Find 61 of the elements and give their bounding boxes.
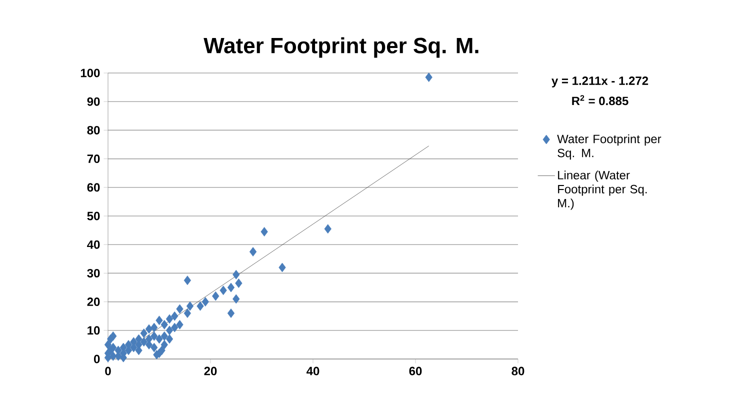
point <box>249 247 257 256</box>
point <box>166 314 174 324</box>
point <box>158 346 166 356</box>
point <box>124 346 132 356</box>
point <box>184 308 192 318</box>
point <box>156 334 163 344</box>
point <box>166 326 174 336</box>
point <box>184 276 192 286</box>
point <box>140 337 148 347</box>
point <box>176 304 184 314</box>
point <box>150 342 158 352</box>
point <box>166 334 174 344</box>
point <box>176 320 184 330</box>
point <box>260 227 268 236</box>
point <box>212 291 220 301</box>
point <box>160 340 168 350</box>
text: R$^{2}$ = 0.885 <box>572 95 628 106</box>
point <box>106 346 114 356</box>
y-tick-label: 100 <box>80 68 100 78</box>
point <box>235 278 242 288</box>
point <box>160 320 168 330</box>
point <box>186 301 194 311</box>
y-tick-label: 10 <box>88 326 100 335</box>
y-tick-label: 30 <box>87 268 100 278</box>
point <box>227 308 235 318</box>
point <box>156 316 163 326</box>
legend-label: Water Footprint per Sq. M. <box>557 134 662 160</box>
point <box>140 328 148 338</box>
y-tick-label: 80 <box>87 126 100 134</box>
x-tick-label: 20 <box>204 366 217 376</box>
y-tick-label: 60 <box>87 183 100 192</box>
point <box>232 294 240 304</box>
x-tick-label: 60 <box>409 366 422 376</box>
point <box>106 334 114 344</box>
x-tick-label: 0 <box>105 366 111 376</box>
point <box>278 262 286 272</box>
point <box>171 322 178 332</box>
y-tick-label: 20 <box>87 298 100 306</box>
point <box>160 331 168 341</box>
point <box>220 286 227 296</box>
point <box>150 331 158 341</box>
point <box>425 72 432 82</box>
y-tick-label: 40 <box>87 240 100 249</box>
point <box>171 311 178 321</box>
chart-title: Water Footprint per Sq. M. <box>204 37 478 58</box>
y-tick-label: 70 <box>87 154 100 164</box>
y-tick-label: 0 <box>94 354 100 364</box>
point <box>196 301 204 311</box>
point <box>202 297 209 306</box>
point <box>227 282 235 292</box>
legend-label: Linear (Water Footprint per Sq. M.) <box>558 170 647 210</box>
point <box>145 324 153 334</box>
point <box>232 270 240 280</box>
point <box>324 224 332 234</box>
x-tick-label: 80 <box>512 366 524 376</box>
y-tick-label: 50 <box>87 212 100 220</box>
text: y = 1.211x - 1.272 <box>552 76 648 88</box>
point <box>104 340 112 350</box>
point <box>150 322 158 332</box>
x-tick-label: 40 <box>306 366 320 376</box>
y-tick-label: 90 <box>87 97 100 106</box>
